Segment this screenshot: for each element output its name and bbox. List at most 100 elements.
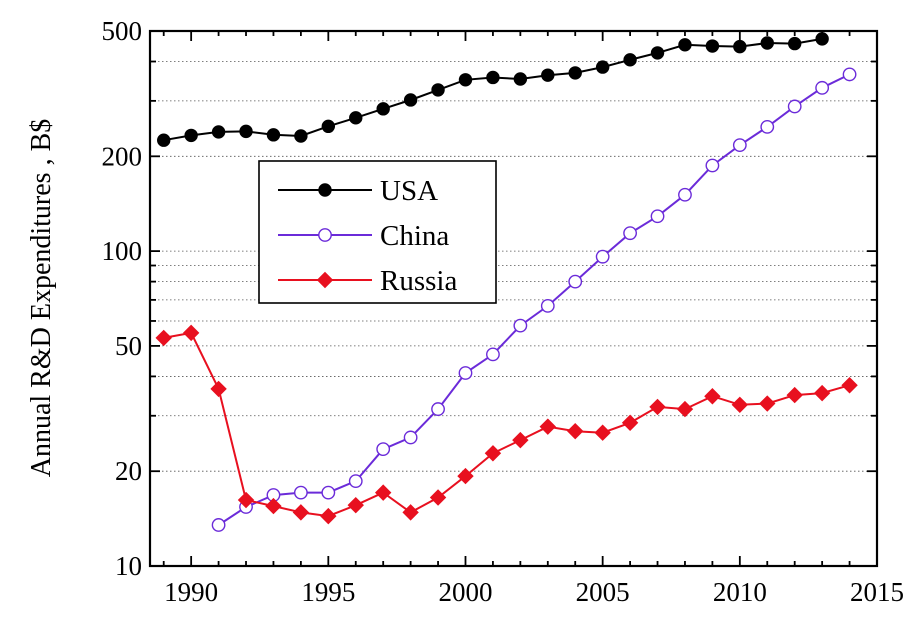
data-point-russia (429, 489, 447, 506)
data-point-usa (568, 66, 582, 80)
data-point-usa (458, 73, 473, 87)
data-point-china (486, 347, 500, 362)
data-point-china (815, 80, 830, 95)
data-point-usa (486, 70, 500, 85)
data-point-russia (621, 414, 639, 431)
data-point-usa (678, 38, 692, 52)
data-point-russia (457, 467, 474, 485)
data-point-usa (321, 119, 336, 134)
data-point-russia (759, 395, 776, 412)
data-point-russia (676, 400, 694, 418)
data-point-usa (760, 36, 774, 50)
data-point-russia (567, 422, 584, 440)
x-tick-label: 2015 (850, 577, 904, 607)
data-point-russia (484, 445, 502, 462)
series-line-usa (163, 37, 823, 142)
data-point-usa (376, 102, 390, 116)
data-point-usa (239, 124, 253, 139)
data-point-usa (815, 32, 829, 46)
data-point-russia (539, 418, 556, 435)
data-point-russia (512, 431, 529, 449)
y-tick-label: 10 (115, 551, 142, 581)
legend-entry-usa: USA (278, 175, 438, 207)
data-point-china (403, 430, 418, 445)
data-point-russia (237, 491, 255, 509)
y-tick-label: 500 (102, 16, 143, 46)
data-point-russia (594, 424, 611, 441)
data-point-china (348, 474, 363, 489)
data-point-usa (431, 83, 445, 97)
data-point-russia (320, 507, 337, 525)
y-tick-label: 200 (102, 141, 143, 171)
data-point-usa (266, 128, 281, 142)
series-line-russia (163, 331, 850, 518)
data-point-china (458, 366, 473, 380)
data-point-russia (374, 484, 392, 501)
legend-marker-usa (318, 183, 332, 197)
data-point-china (211, 518, 226, 532)
data-point-russia (210, 380, 227, 398)
y-axis-title: Annual R&D Expenditures , B$ (26, 119, 57, 478)
x-tick-label: 1995 (301, 577, 355, 607)
data-point-russia (265, 497, 282, 515)
data-point-china (760, 119, 775, 134)
series-layer (155, 32, 858, 532)
data-point-china (376, 442, 391, 457)
x-tick-label: 2010 (713, 577, 767, 607)
data-point-russia (731, 396, 749, 414)
legend-entry-russia: Russia (278, 265, 457, 297)
data-point-usa (787, 36, 802, 51)
data-point-usa (157, 133, 171, 147)
data-point-usa (650, 46, 665, 60)
series-usa (157, 32, 829, 147)
data-point-usa (623, 53, 637, 67)
data-point-china (678, 187, 692, 202)
legend-label-usa: USA (380, 175, 438, 207)
data-point-usa (705, 39, 720, 53)
data-point-china (321, 485, 336, 500)
data-point-usa (349, 111, 363, 125)
data-point-usa (294, 129, 308, 143)
x-tick-label: 2005 (576, 577, 630, 607)
y-tick-label: 50 (115, 331, 142, 361)
legend-marker-china (318, 228, 332, 242)
data-point-china (513, 318, 528, 333)
y-tick-label: 100 (102, 236, 143, 266)
legend-entry-china: China (278, 220, 449, 252)
series-china (211, 67, 857, 532)
legend-label-russia: Russia (380, 265, 457, 297)
data-point-china (732, 138, 747, 153)
data-point-russia (182, 324, 200, 342)
data-point-usa (541, 68, 555, 82)
data-point-china (540, 298, 555, 313)
data-point-usa (733, 39, 747, 54)
data-point-russia (786, 386, 803, 404)
data-point-russia (704, 388, 721, 405)
data-point-russia (841, 377, 858, 394)
x-tick-label: 2000 (438, 577, 492, 607)
axis-ticks: 10 20 50 100 200 500 1990 1995 2000 2005 2010 2015 (102, 16, 905, 607)
data-point-china (650, 209, 665, 224)
data-point-china (623, 226, 637, 241)
data-point-russia (155, 329, 172, 347)
y-tick-label: 20 (115, 456, 142, 486)
x-tick-label: 1990 (164, 577, 218, 607)
legend-marker-russia (316, 271, 334, 289)
data-point-china (568, 274, 583, 289)
plot-frame (148, 29, 879, 568)
data-point-russia (347, 496, 364, 514)
legend: USA China Russia (258, 160, 497, 304)
data-point-russia (813, 384, 831, 402)
data-point-russia (292, 504, 310, 521)
legend-box (258, 160, 497, 304)
data-point-usa (184, 128, 198, 143)
series-russia (155, 324, 858, 525)
data-point-china (787, 99, 802, 114)
data-point-russia (402, 504, 419, 521)
data-point-usa (513, 72, 528, 86)
data-point-china (705, 158, 720, 173)
legend-label-china: China (380, 220, 449, 252)
data-point-russia (649, 398, 666, 416)
data-point-usa (403, 93, 418, 107)
